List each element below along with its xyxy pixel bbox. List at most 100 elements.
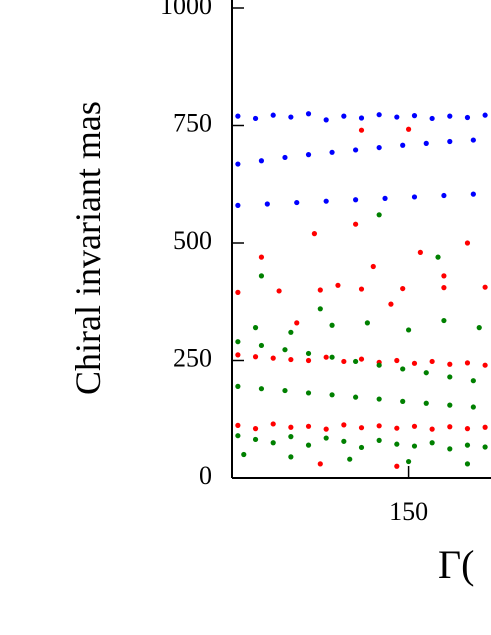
point xyxy=(482,112,488,118)
point xyxy=(405,458,412,465)
point xyxy=(376,423,382,429)
point xyxy=(405,126,412,132)
point xyxy=(353,147,359,153)
point xyxy=(394,463,400,469)
point xyxy=(347,456,353,462)
point xyxy=(288,356,294,363)
point xyxy=(323,117,329,123)
point xyxy=(282,154,288,161)
point xyxy=(305,111,312,117)
point xyxy=(252,426,259,432)
point xyxy=(252,436,259,443)
point xyxy=(323,426,329,432)
point xyxy=(252,325,259,331)
point xyxy=(294,199,300,206)
point xyxy=(400,285,406,292)
point xyxy=(235,383,241,389)
point xyxy=(358,115,365,121)
point xyxy=(241,451,247,458)
point xyxy=(282,347,288,353)
point xyxy=(264,201,270,207)
point xyxy=(370,263,376,270)
point xyxy=(429,440,435,446)
point xyxy=(358,286,365,292)
point xyxy=(423,400,429,406)
plot-area xyxy=(235,111,488,469)
point xyxy=(341,422,347,428)
point xyxy=(258,386,265,392)
point xyxy=(417,249,423,255)
point xyxy=(376,396,382,402)
y-tick-label: 750 xyxy=(173,108,212,137)
point xyxy=(447,424,453,430)
point xyxy=(382,195,388,201)
point xyxy=(305,350,312,357)
point xyxy=(323,198,329,204)
point xyxy=(464,360,471,366)
y-axis-label: Chiral invariant mas xyxy=(68,101,108,395)
point xyxy=(429,115,435,122)
point xyxy=(482,444,488,450)
point xyxy=(282,387,288,394)
point xyxy=(317,287,323,293)
y-tick-label: 250 xyxy=(173,343,212,372)
point xyxy=(341,438,347,444)
point xyxy=(358,356,365,362)
point xyxy=(329,392,335,398)
point xyxy=(470,137,476,143)
point xyxy=(447,361,453,367)
point xyxy=(470,191,476,197)
point xyxy=(482,424,488,430)
point xyxy=(447,446,453,452)
point xyxy=(294,320,300,326)
point xyxy=(358,444,365,451)
point xyxy=(305,152,312,158)
point xyxy=(376,212,382,218)
point xyxy=(470,378,476,384)
point xyxy=(364,320,370,326)
point xyxy=(464,114,471,121)
point xyxy=(258,342,265,349)
x-axis-label: Γ( xyxy=(438,542,474,587)
point xyxy=(258,158,265,164)
point xyxy=(441,317,447,324)
point xyxy=(317,461,323,467)
point xyxy=(252,115,259,122)
point xyxy=(447,113,453,119)
point xyxy=(429,358,435,365)
point xyxy=(411,423,418,429)
point xyxy=(235,422,241,428)
point xyxy=(400,142,406,148)
point xyxy=(353,358,359,365)
point xyxy=(376,362,382,368)
point xyxy=(470,404,476,410)
point xyxy=(441,285,447,291)
point xyxy=(311,231,318,237)
point xyxy=(400,366,406,372)
point xyxy=(305,357,312,364)
point xyxy=(405,327,412,333)
point xyxy=(353,197,359,203)
y-tick-label: 1000 xyxy=(160,0,212,20)
point xyxy=(423,140,429,146)
point xyxy=(341,113,347,119)
point xyxy=(288,329,294,335)
point xyxy=(235,113,241,119)
point xyxy=(376,112,382,118)
point xyxy=(305,442,312,448)
point xyxy=(329,322,335,328)
point xyxy=(270,440,276,446)
point xyxy=(235,433,241,439)
point xyxy=(411,360,418,366)
point xyxy=(394,357,400,364)
point xyxy=(394,114,400,120)
point xyxy=(388,301,394,307)
point xyxy=(429,426,435,432)
y-tick-label: 500 xyxy=(173,226,212,255)
point xyxy=(341,358,347,365)
point xyxy=(276,288,282,294)
point xyxy=(270,355,276,361)
point xyxy=(353,394,359,400)
point xyxy=(329,354,335,360)
